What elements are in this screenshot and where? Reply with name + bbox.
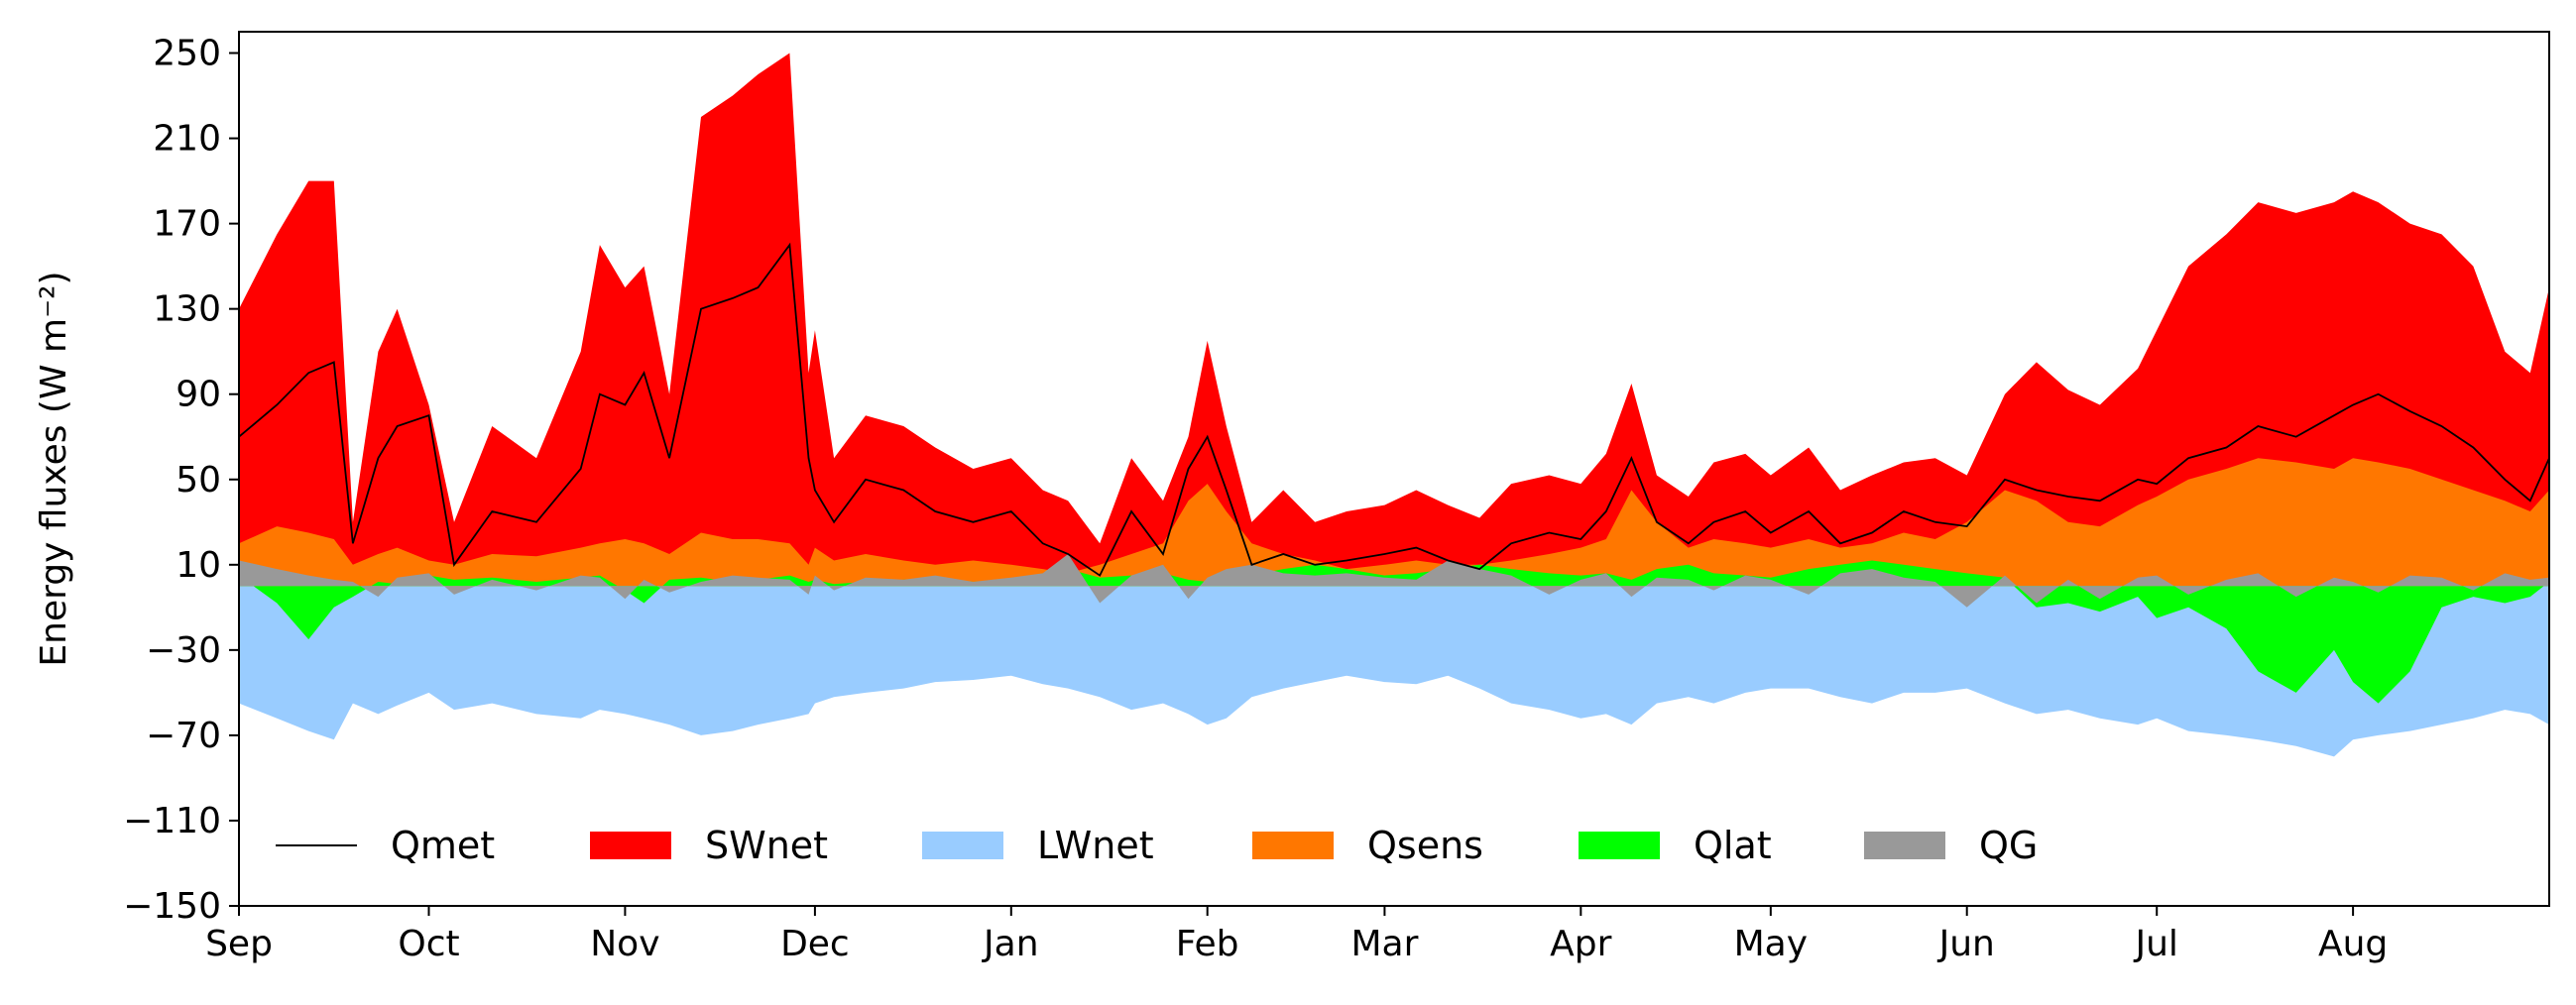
x-tick-label: Aug: [2318, 924, 2388, 964]
legend-swatch: [1864, 832, 1945, 859]
legend-label: QG: [1979, 824, 2038, 867]
y-axis: 250 210 170 130 90 50 10 −30 −70 −110 −150: [123, 34, 239, 927]
legend-label: LWnet: [1037, 824, 1154, 867]
legend-swatch: [1252, 832, 1334, 859]
x-tick-label: Apr: [1550, 924, 1611, 964]
y-tick-label: −30: [146, 630, 221, 671]
line-qmet: [239, 242, 2549, 577]
x-tick-label: May: [1734, 924, 1808, 964]
legend-item-qmet: Qmet: [276, 824, 495, 867]
area-qsens: [239, 458, 2549, 587]
legend-swatch: [1579, 832, 1660, 859]
legend-item-qg: QG: [1864, 824, 2038, 867]
area-lwnet: [239, 586, 2549, 757]
y-tick-label: 170: [153, 204, 221, 245]
legend-item-swnet: SWnet: [590, 824, 828, 867]
x-tick-label: Mar: [1350, 924, 1418, 964]
area-series-group: [239, 53, 2549, 757]
x-tick-label: Jul: [2134, 924, 2178, 964]
line-series-group: [239, 242, 2549, 577]
x-axis: Sep Oct Nov Dec Jan Feb Mar Apr May Jun Jul Aug: [205, 906, 2388, 964]
y-tick-label: −110: [123, 801, 221, 841]
x-tick-label: Jun: [1937, 924, 1995, 964]
x-tick-label: Feb: [1176, 924, 1239, 964]
y-tick-label: −150: [123, 886, 221, 927]
area-qg: [239, 554, 2549, 608]
legend-swatch: [922, 832, 1003, 859]
x-tick-label: Dec: [780, 924, 850, 964]
legend-label: Qlat: [1694, 824, 1772, 867]
legend-label: Qsens: [1367, 824, 1483, 867]
y-tick-label: 90: [176, 375, 221, 415]
x-tick-label: Nov: [590, 924, 659, 964]
y-tick-label: 130: [153, 289, 221, 330]
y-tick-label: 50: [176, 460, 221, 501]
y-tick-label: 210: [153, 119, 221, 160]
x-tick-label: Sep: [205, 924, 273, 964]
y-axis-title: Energy fluxes (W m⁻²): [34, 271, 74, 666]
y-tick-label: 250: [153, 34, 221, 74]
y-tick-label: 10: [176, 545, 221, 586]
x-tick-label: Oct: [398, 924, 459, 964]
legend-label: Qmet: [391, 824, 495, 867]
y-tick-label: −70: [146, 716, 221, 756]
legend-item-qsens: Qsens: [1252, 824, 1483, 867]
plot-frame: [238, 31, 2550, 907]
legend-label: SWnet: [705, 824, 828, 867]
x-tick-label: Jan: [982, 924, 1039, 964]
legend-item-qlat: Qlat: [1579, 824, 1772, 867]
legend-item-lwnet: LWnet: [922, 824, 1154, 867]
area-swnet: [239, 53, 2549, 587]
legend-swatch: [590, 832, 671, 859]
legend: Qmet SWnet LWnet Qsens Qlat QG: [276, 824, 2038, 867]
